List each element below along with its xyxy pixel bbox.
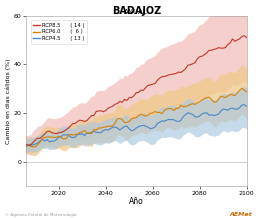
Text: © Agencia Estatal de Meteorología: © Agencia Estatal de Meteorología — [5, 213, 77, 217]
Y-axis label: Cambio en dias cálidos (%): Cambio en dias cálidos (%) — [5, 58, 11, 144]
Text: ANUAL: ANUAL — [124, 9, 148, 15]
Text: AEMet: AEMet — [230, 212, 252, 217]
Legend: RCP8.5      ( 14 ), RCP6.0      (  6 ), RCP4.5      ( 13 ): RCP8.5 ( 14 ), RCP6.0 ( 6 ), RCP4.5 ( 13… — [31, 20, 87, 44]
X-axis label: Año: Año — [129, 197, 144, 206]
Title: BADAJOZ: BADAJOZ — [112, 5, 161, 15]
